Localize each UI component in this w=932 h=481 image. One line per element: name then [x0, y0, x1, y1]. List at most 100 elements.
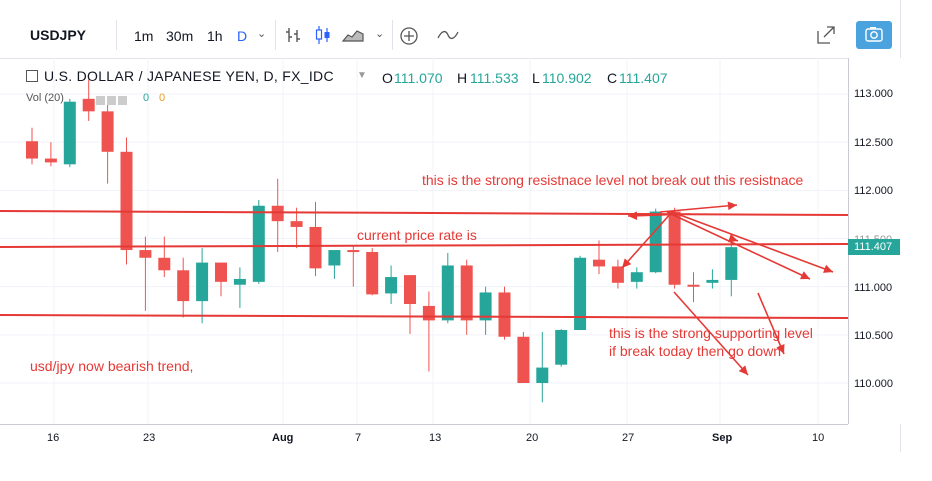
arrow-head — [776, 344, 785, 354]
price-tick: 113.000 — [854, 88, 893, 100]
candle-body — [233, 278, 246, 285]
candle-body — [158, 257, 171, 271]
candle-chart-icon[interactable] — [314, 25, 332, 45]
timeframe-1h[interactable]: 1h — [207, 28, 223, 44]
candle-body — [347, 250, 360, 253]
candle-body — [82, 98, 95, 112]
candle-body — [101, 111, 114, 152]
close-label: C — [607, 70, 618, 86]
toolbar-divider — [275, 20, 276, 50]
arrow-head — [628, 211, 638, 221]
timeframe-30m[interactable]: 30m — [166, 28, 194, 44]
candle-body — [441, 265, 454, 321]
date-tick: Aug — [272, 432, 294, 444]
arrow-head — [738, 365, 748, 375]
timeframe-d[interactable]: D — [237, 28, 248, 44]
trend-annotation: usd/jpy now bearish trend, — [30, 358, 194, 374]
candle-body — [725, 247, 738, 280]
current-price-label: 111.407 — [848, 239, 900, 255]
open-value: 111.070 — [394, 70, 443, 86]
compare-icon[interactable] — [437, 28, 459, 42]
toolbar-divider — [392, 20, 393, 50]
current-price-line — [0, 243, 848, 248]
high-label: H — [457, 70, 468, 86]
arrow-shaft — [757, 292, 785, 355]
candle-body — [44, 158, 57, 163]
date-tick: 10 — [812, 432, 825, 444]
low-value: 110.902 — [542, 70, 592, 86]
candle-body — [536, 367, 549, 383]
candlestick-chart[interactable] — [0, 58, 848, 424]
date-tick: 13 — [429, 432, 442, 444]
chart-widget: USDJPY 1m 30m 1h D ⌄ ⌄ — [0, 0, 901, 452]
candle-body — [196, 262, 209, 302]
candle-body — [574, 257, 587, 331]
candle-body — [593, 259, 605, 267]
date-tick: Sep — [712, 432, 733, 444]
candle-body — [630, 272, 643, 282]
arrow-shaft — [627, 213, 691, 217]
arrow-head — [728, 234, 738, 243]
arrow-shaft — [666, 211, 811, 280]
candle-body — [271, 205, 284, 222]
arrow-head — [622, 258, 632, 268]
high-value: 111.533 — [470, 70, 519, 86]
candle-body — [668, 211, 681, 285]
bar-chart-icon[interactable] — [284, 26, 302, 44]
arrow-shaft — [673, 291, 749, 376]
candle-body — [498, 292, 511, 337]
collapse-legend-icon[interactable] — [26, 70, 38, 82]
date-tick: 16 — [47, 432, 60, 444]
arrow-head — [800, 271, 810, 280]
support-line — [0, 314, 848, 319]
candle-body — [63, 101, 76, 165]
candle-body — [290, 221, 303, 227]
price-tick: 112.500 — [854, 137, 893, 149]
candle-body — [26, 141, 38, 159]
arrow-shaft — [671, 211, 834, 273]
fullscreen-icon[interactable] — [816, 25, 836, 45]
candle-body — [517, 336, 530, 383]
resistance-annotation: this is the strong resistnace level not … — [422, 172, 804, 188]
volume-value: 0 — [143, 92, 150, 104]
top-toolbar: USDJPY 1m 30m 1h D ⌄ ⌄ — [0, 12, 900, 59]
candle-body — [687, 284, 700, 287]
arrow-head — [823, 264, 833, 273]
timeframe-1m[interactable]: 1m — [134, 28, 154, 44]
candle-body — [385, 277, 398, 294]
candle-body — [366, 251, 379, 295]
chart-title: U.S. DOLLAR / JAPANESE YEN, D, FX_IDC — [44, 68, 334, 84]
candle-body — [139, 250, 152, 258]
candle-body — [422, 305, 435, 321]
price-tick: 110.500 — [854, 330, 893, 342]
chevron-down-icon[interactable]: ⌄ — [375, 28, 385, 40]
candle-body — [177, 270, 190, 302]
area-chart-icon[interactable] — [342, 27, 364, 43]
support-annotation-line1: this is the strong supporting level — [609, 325, 813, 341]
chevron-down-icon[interactable]: ▼ — [357, 70, 367, 81]
candle-body — [404, 275, 416, 305]
add-indicator-icon[interactable] — [399, 26, 419, 46]
price-tick: 112.000 — [854, 185, 893, 197]
arrow-shaft — [621, 211, 673, 269]
close-value: 111.407 — [619, 70, 668, 86]
current-rate-annotation: current price rate is — [357, 227, 477, 243]
arrow-head — [727, 201, 737, 211]
candle-body — [252, 205, 265, 282]
date-tick: 20 — [526, 432, 539, 444]
candle-body — [120, 151, 133, 251]
open-label: O — [382, 70, 393, 86]
chevron-down-icon[interactable]: ⌄ — [257, 28, 267, 40]
toolbar-divider — [116, 20, 117, 50]
candle-body — [328, 250, 341, 266]
time-axis[interactable] — [0, 424, 848, 453]
price-tick: 111.000 — [854, 282, 893, 294]
candle-body — [555, 330, 568, 365]
date-tick: 23 — [143, 432, 156, 444]
volume-controls[interactable] — [96, 92, 130, 105]
symbol-selector[interactable]: USDJPY — [30, 27, 87, 43]
camera-icon — [865, 27, 883, 42]
arrow-shaft — [659, 204, 738, 213]
low-label: L — [532, 70, 540, 86]
screenshot-button[interactable] — [856, 21, 892, 49]
